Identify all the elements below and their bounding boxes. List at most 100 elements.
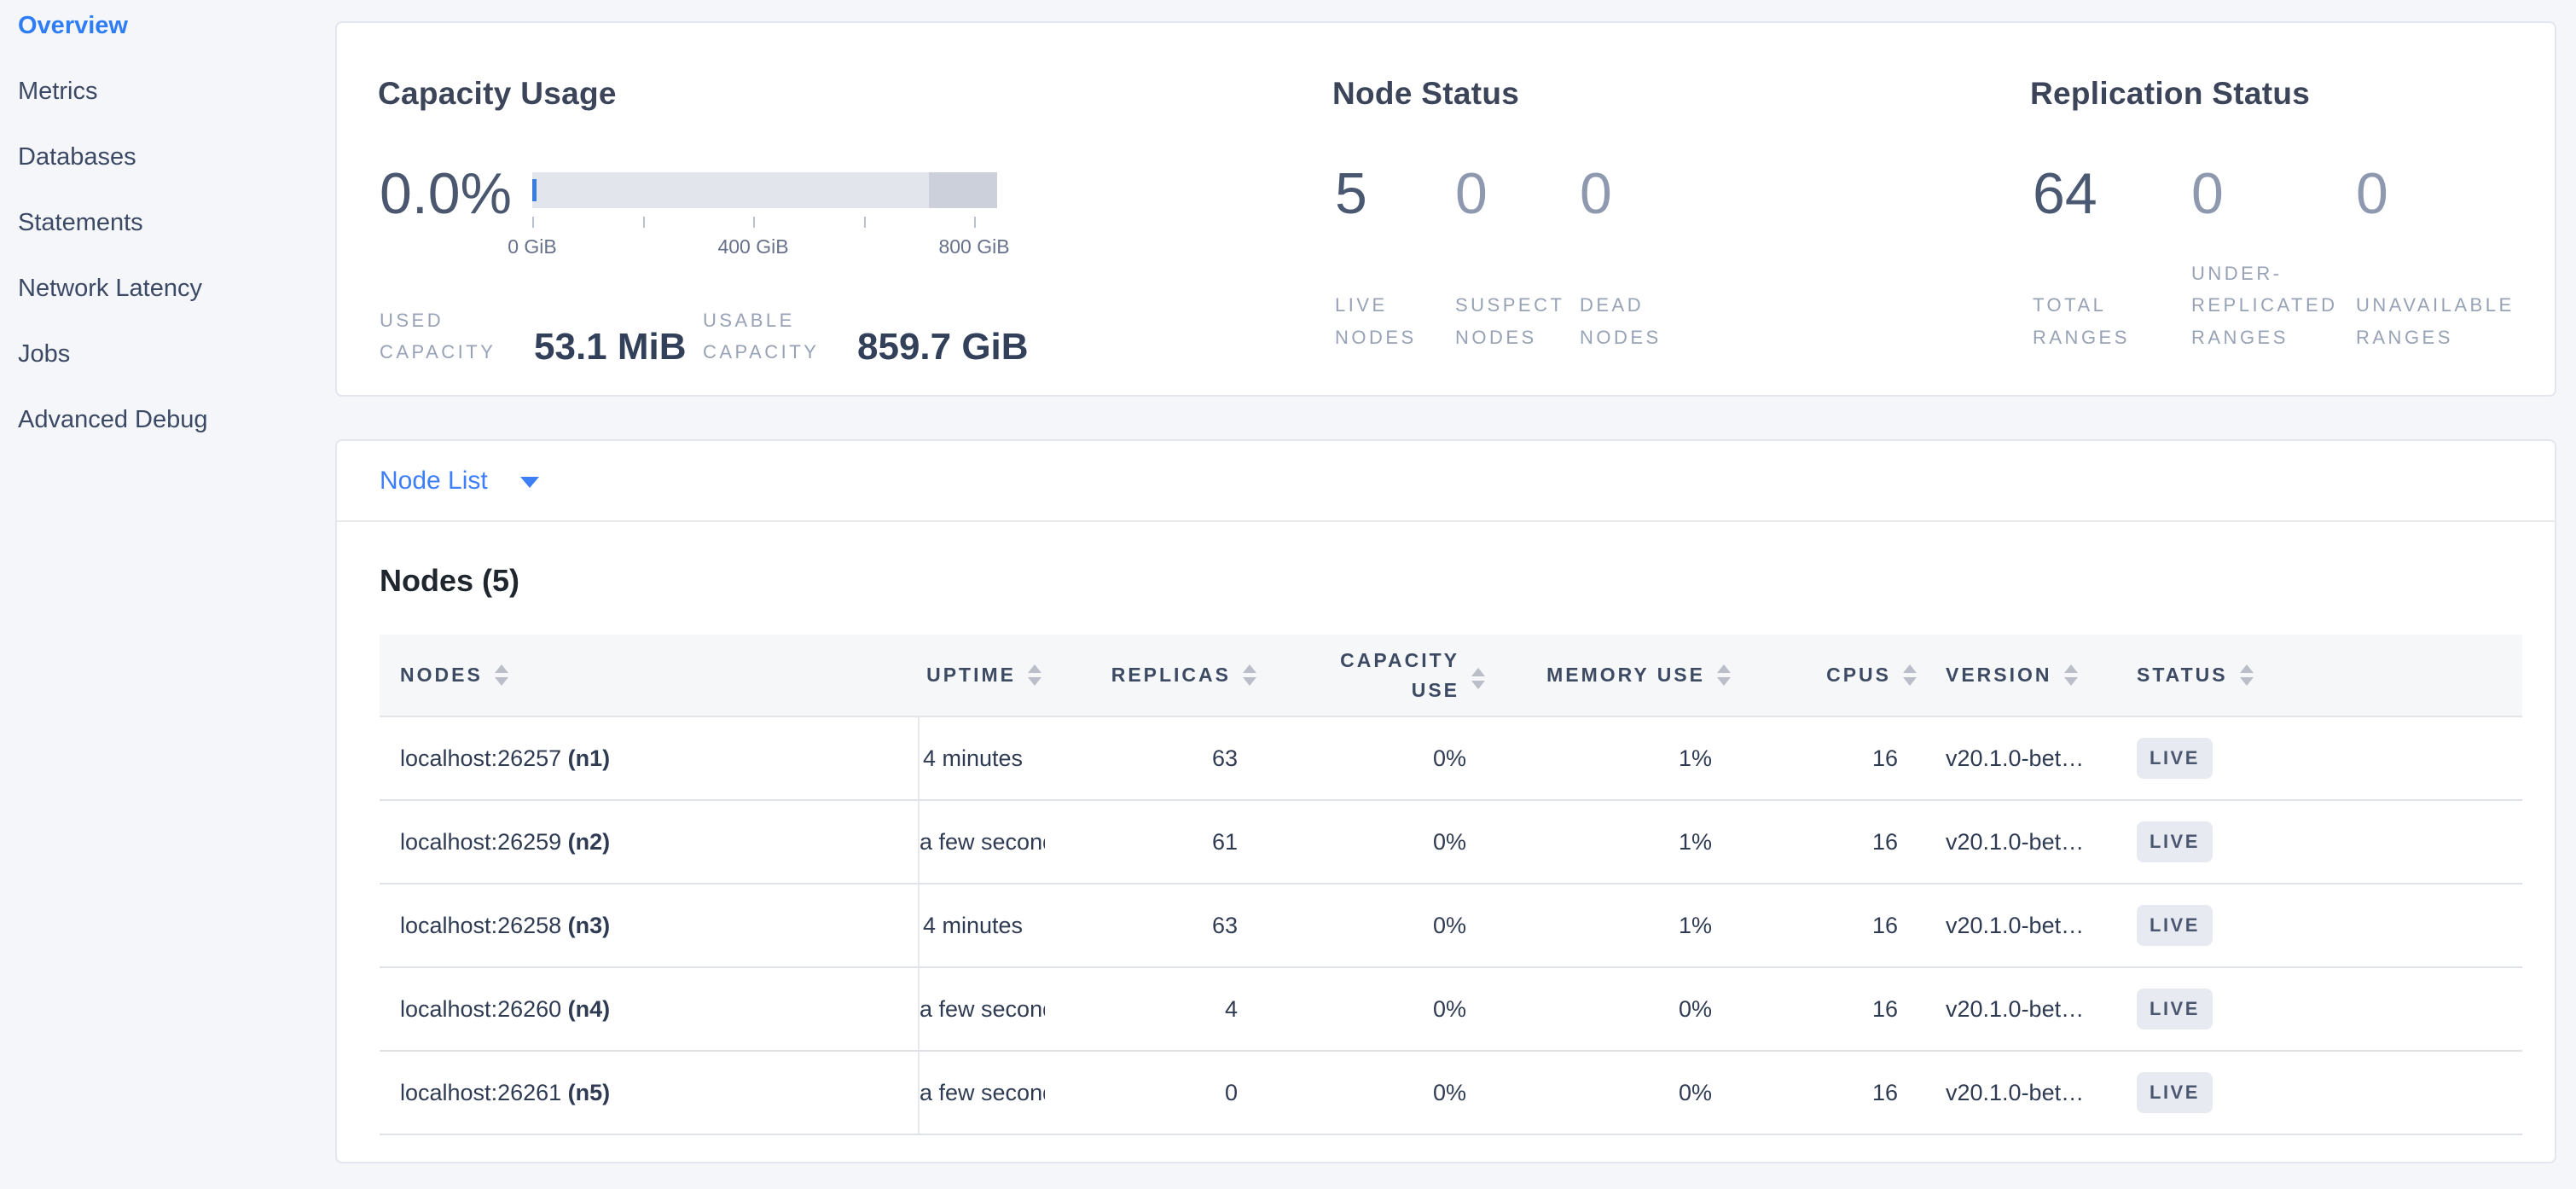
- sidebar-item-jobs[interactable]: Jobs: [18, 340, 71, 368]
- capacity-figures: USED CAPACITY 53.1 MiB USABLE CAPACITY 8…: [380, 304, 1029, 368]
- node-status-section: Node Status: [1332, 76, 1519, 112]
- status-badge: LIVE: [2137, 1072, 2213, 1113]
- node-list-card: Node List Nodes (5) NODES UPTIME: [335, 439, 2556, 1163]
- node-cpus: 16: [1734, 716, 1920, 801]
- axis-tick: [532, 217, 534, 228]
- under-replicated-ranges-stat: 0 UNDER-REPLICATED RANGES: [2191, 164, 2356, 353]
- node-memory-use: 1%: [1488, 800, 1734, 884]
- replication-status-section: Replication Status: [2030, 76, 2310, 112]
- node-address: localhost:26258: [400, 912, 562, 938]
- node-id: (n2): [567, 828, 611, 855]
- node-capacity-use: 0%: [1260, 1051, 1488, 1135]
- node-cpus: 16: [1734, 884, 1920, 968]
- node-capacity-use: 0%: [1260, 716, 1488, 801]
- column-header-nodes[interactable]: NODES: [380, 635, 919, 717]
- unavailable-ranges-stat: 0 UNAVAILABLE RANGES: [2356, 164, 2527, 353]
- node-memory-use: 1%: [1488, 716, 1734, 801]
- sort-icon: [1903, 664, 1917, 686]
- replication-status-title: Replication Status: [2030, 76, 2311, 111]
- node-memory-use: 0%: [1488, 967, 1734, 1052]
- node-address: localhost:26261: [400, 1079, 562, 1105]
- under-replicated-ranges-label: UNDER-REPLICATED RANGES: [2191, 262, 2338, 348]
- node-uptime: a few seconds: [919, 1051, 1045, 1135]
- nodes-count-heading: Nodes (5): [380, 563, 520, 598]
- node-uptime: 4 minutes: [919, 884, 1045, 968]
- node-id: (n3): [567, 912, 611, 938]
- capacity-bar-used-marker: [532, 179, 537, 201]
- table-row-node-2[interactable]: localhost:26259 (n2) a few seconds 61 0%…: [380, 800, 2522, 884]
- replication-status-stats: 64 TOTAL RANGES 0 UNDER-REPLICATED RANGE…: [2033, 164, 2527, 353]
- node-id: (n5): [567, 1079, 611, 1105]
- total-ranges-value: 64: [2033, 161, 2097, 226]
- sort-icon: [2063, 664, 2078, 686]
- node-replicas: 63: [1045, 884, 1260, 968]
- column-header-memory-use-label: MEMORY USE: [1546, 664, 1705, 686]
- column-header-version-label: VERSION: [1946, 664, 2052, 686]
- sort-icon: [494, 664, 508, 686]
- status-badge: LIVE: [2137, 738, 2213, 779]
- total-ranges-label: TOTAL RANGES: [2033, 294, 2130, 348]
- node-replicas: 0: [1045, 1051, 1260, 1135]
- column-header-memory-use[interactable]: MEMORY USE: [1488, 635, 1734, 717]
- column-header-status-label: STATUS: [2137, 664, 2228, 686]
- node-status-stats: 5 LIVE NODES 0 SUSPECT NODES 0 DEAD NODE…: [1335, 164, 1708, 353]
- sidebar-item-network-latency[interactable]: Network Latency: [18, 275, 202, 302]
- sort-icon: [1243, 664, 1256, 686]
- node-uptime: 4 minutes: [919, 716, 1045, 801]
- suspect-nodes-label: SUSPECT NODES: [1455, 294, 1565, 348]
- total-ranges-stat: 64 TOTAL RANGES: [2033, 164, 2191, 353]
- suspect-nodes-stat: 0 SUSPECT NODES: [1455, 164, 1580, 353]
- live-nodes-value: 5: [1335, 161, 1367, 226]
- sidebar-item-databases[interactable]: Databases: [18, 143, 136, 171]
- node-version: v20.1.0-bet…: [1920, 1051, 2125, 1135]
- used-capacity-value: 53.1 MiB: [534, 326, 687, 368]
- node-replicas: 61: [1045, 800, 1260, 884]
- column-header-capacity-use[interactable]: CAPACITY USE: [1260, 635, 1488, 717]
- unavailable-ranges-value: 0: [2356, 161, 2388, 226]
- column-header-version[interactable]: VERSION: [1920, 635, 2125, 717]
- sidebar-item-statements[interactable]: Statements: [18, 209, 143, 236]
- status-badge: LIVE: [2137, 905, 2213, 946]
- table-row-node-1[interactable]: localhost:26257 (n1) 4 minutes 63 0% 1% …: [380, 716, 2522, 801]
- node-uptime: a few seconds: [919, 967, 1045, 1052]
- column-header-replicas[interactable]: REPLICAS: [1045, 635, 1260, 717]
- axis-label-0gib: 0 GiB: [508, 235, 557, 258]
- live-nodes-stat: 5 LIVE NODES: [1335, 164, 1455, 353]
- node-capacity-use: 0%: [1260, 967, 1488, 1052]
- sort-icon: [1028, 664, 1041, 686]
- nodes-table: NODES UPTIME REPLICAS CAPACITY USE MEMOR…: [380, 635, 2522, 1135]
- usable-capacity-label: USABLE CAPACITY: [703, 310, 820, 363]
- table-row-node-3[interactable]: localhost:26258 (n3) 4 minutes 63 0% 1% …: [380, 884, 2522, 968]
- node-cpus: 16: [1734, 967, 1920, 1052]
- capacity-usage-section: Capacity Usage: [378, 76, 617, 112]
- column-header-replicas-label: REPLICAS: [1111, 664, 1231, 686]
- node-version: v20.1.0-bet…: [1920, 884, 2125, 968]
- dead-nodes-value: 0: [1580, 161, 1612, 226]
- node-id: (n4): [567, 995, 611, 1022]
- node-list-dropdown-label: Node List: [380, 466, 488, 495]
- sidebar: Overview Metrics Databases Statements Ne…: [0, 0, 335, 1189]
- usable-capacity-value: 859.7 GiB: [857, 326, 1029, 368]
- sidebar-item-overview[interactable]: Overview: [18, 12, 128, 39]
- node-address: localhost:26257: [400, 745, 562, 771]
- sort-icon: [2239, 664, 2254, 686]
- column-header-cpus[interactable]: CPUS: [1734, 635, 1920, 717]
- column-header-status[interactable]: STATUS: [2125, 635, 2522, 717]
- capacity-usage-title: Capacity Usage: [378, 76, 617, 111]
- node-memory-use: 0%: [1488, 1051, 1734, 1135]
- used-capacity-label: USED CAPACITY: [380, 310, 496, 363]
- capacity-bar-track: [532, 172, 997, 208]
- node-version: v20.1.0-bet…: [1920, 716, 2125, 801]
- node-list-dropdown[interactable]: Node List: [337, 441, 2555, 522]
- main-content: Capacity Usage 0.0% 0 GiB 400 GiB 800 Gi…: [335, 0, 2556, 1163]
- node-cpus: 16: [1734, 1051, 1920, 1135]
- sidebar-item-metrics[interactable]: Metrics: [18, 78, 98, 105]
- column-header-nodes-label: NODES: [400, 664, 483, 686]
- table-row-node-5[interactable]: localhost:26261 (n5) a few seconds 0 0% …: [380, 1051, 2522, 1135]
- column-header-uptime[interactable]: UPTIME: [919, 635, 1045, 717]
- column-header-cpus-label: CPUS: [1826, 664, 1891, 686]
- table-row-node-4[interactable]: localhost:26260 (n4) a few seconds 4 0% …: [380, 967, 2522, 1052]
- sidebar-item-advanced-debug[interactable]: Advanced Debug: [18, 406, 208, 433]
- node-address: localhost:26259: [400, 828, 562, 855]
- suspect-nodes-value: 0: [1455, 161, 1488, 226]
